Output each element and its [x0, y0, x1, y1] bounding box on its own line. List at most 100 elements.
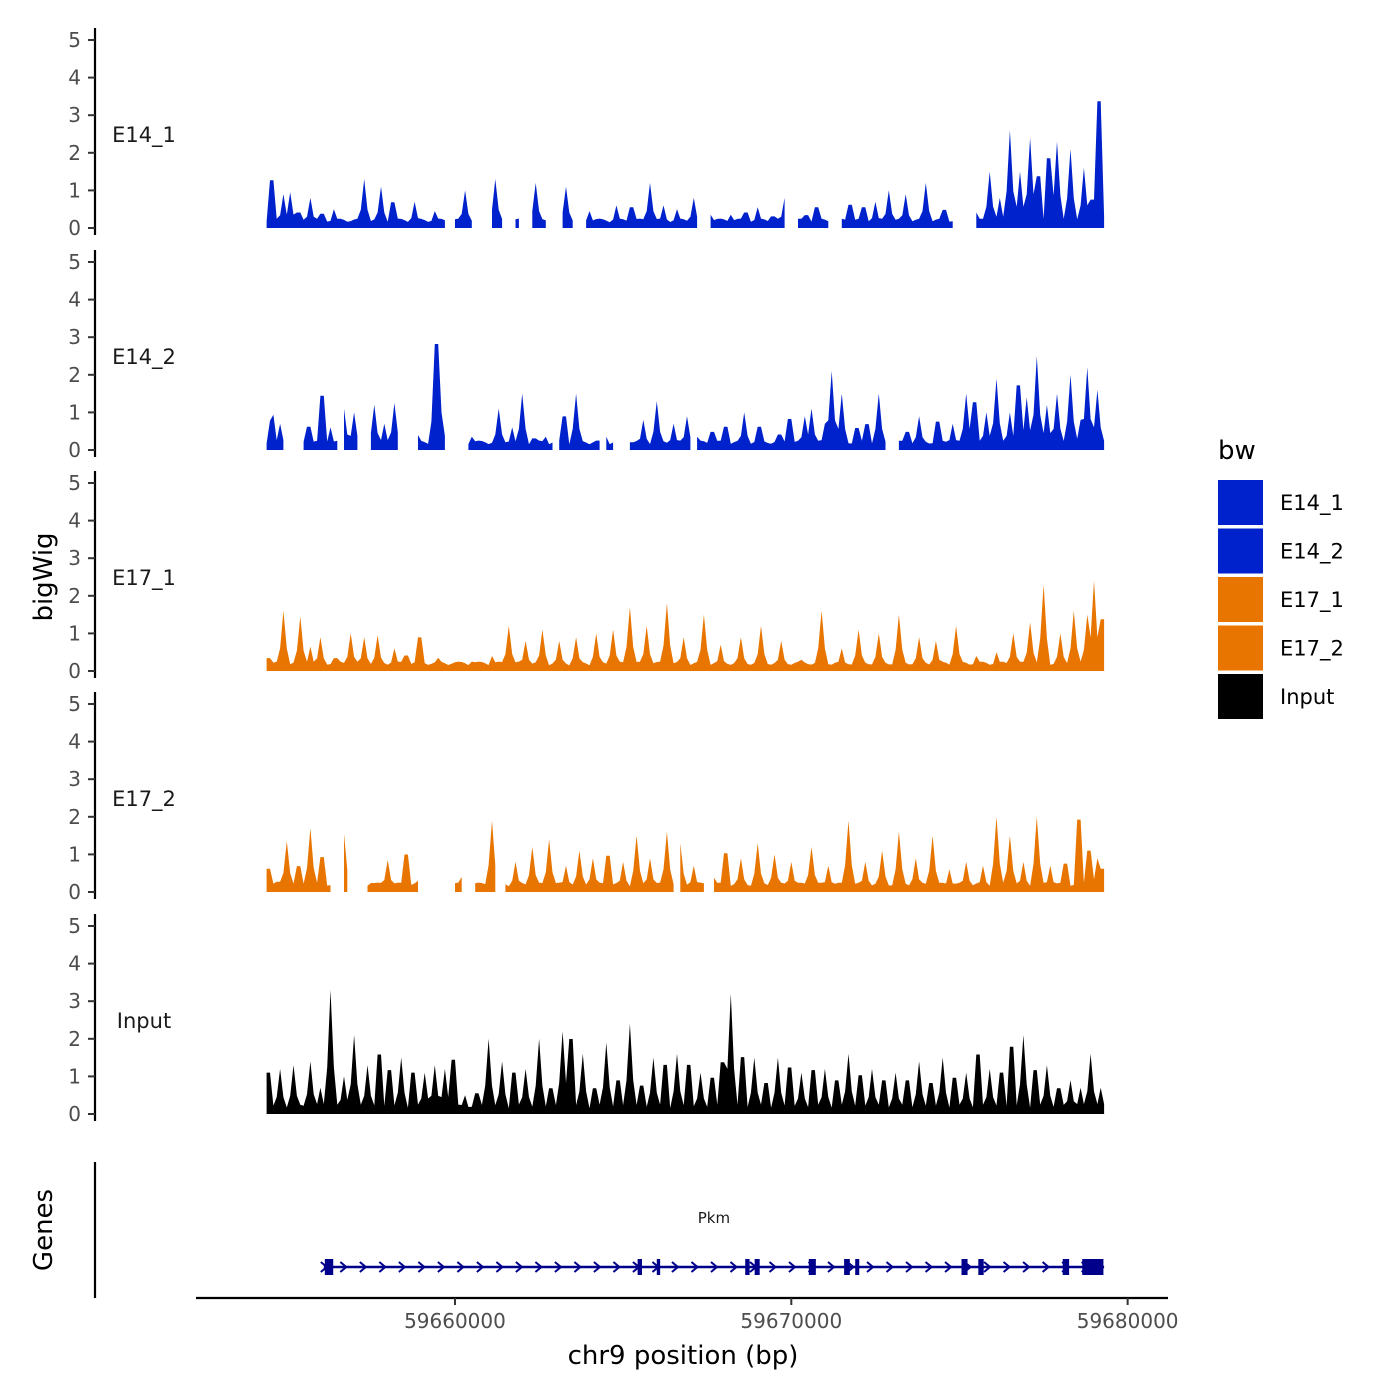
strand-arrow — [983, 1261, 992, 1273]
legend-label: E14_1 — [1280, 491, 1344, 516]
strand-arrow — [710, 1261, 719, 1273]
strand-arrow — [339, 1261, 348, 1273]
strand-arrow — [671, 1261, 680, 1273]
y-tick-label: 0 — [68, 438, 81, 462]
strand-arrow — [1002, 1261, 1012, 1273]
y-tick-label: 5 — [68, 914, 81, 938]
track-label: E17_2 — [112, 787, 176, 812]
y-tick-label: 0 — [68, 216, 81, 240]
strand-arrow — [359, 1261, 368, 1273]
y-tick-label: 4 — [68, 730, 81, 754]
coverage-area-input — [266, 989, 1105, 1114]
y-tick-label: 1 — [68, 178, 81, 202]
track-label: E14_1 — [112, 123, 176, 148]
strand-arrow — [788, 1261, 797, 1273]
legend-label: E14_2 — [1280, 540, 1344, 565]
y-tick-label: 5 — [68, 28, 81, 52]
y-tick-label: 4 — [68, 66, 81, 90]
track-label: E14_2 — [112, 345, 176, 370]
x-tick-label: 59680000 — [1077, 1309, 1179, 1333]
track-e14_2: 0 1 2 3 4 5 E14_2 — [68, 250, 1105, 462]
legend-swatch — [1218, 480, 1263, 525]
strand-arrow — [534, 1261, 543, 1273]
legend-title: bw — [1218, 436, 1256, 466]
y-tick-label: 3 — [68, 325, 81, 349]
strand-arrow — [573, 1261, 582, 1273]
legend-swatch — [1218, 528, 1263, 574]
gene-exon — [1082, 1259, 1104, 1275]
strand-arrow — [417, 1261, 426, 1273]
y-tick-label: 2 — [68, 584, 81, 608]
y-tick-label: 4 — [68, 952, 81, 976]
genes-panel: Pkm — [93, 1162, 1105, 1298]
strand-arrow — [1022, 1261, 1031, 1273]
gene-exon — [978, 1259, 984, 1275]
strand-arrow — [827, 1261, 836, 1273]
gene-label: Pkm — [698, 1209, 730, 1227]
strand-arrow — [456, 1261, 465, 1273]
strand-arrow — [378, 1261, 387, 1273]
y-tick-label: 3 — [68, 103, 81, 127]
y-tick-label: 0 — [68, 659, 81, 683]
y-axis-title: bigWig — [29, 532, 59, 621]
strand-arrow — [612, 1261, 621, 1273]
y-tick-label: 3 — [68, 989, 81, 1013]
strand-arrow — [768, 1261, 778, 1273]
strand-arrow — [1041, 1261, 1051, 1273]
y-tick-label: 5 — [68, 471, 81, 495]
track-e17_2: 0 1 2 3 4 5 E17_2 — [68, 692, 1105, 904]
x-axis-title: chr9 position (bp) — [568, 1341, 799, 1371]
strand-arrow — [924, 1261, 934, 1273]
strand-arrow — [729, 1261, 739, 1273]
gene-exon — [637, 1259, 642, 1275]
legend-label: E17_2 — [1280, 637, 1344, 662]
coverage-tracks: 0 1 2 3 4 5 E14_1 0 1 2 3 4 5 E14_2 0 1 2 3 4 5 E17_1 0 1 2 3 4 5 E… — [68, 28, 1105, 1126]
gene-exon — [754, 1259, 760, 1275]
y-tick-label: 2 — [68, 141, 81, 165]
strand-arrow — [944, 1261, 953, 1273]
gene-exon — [1062, 1259, 1070, 1275]
strand-arrow — [905, 1261, 914, 1273]
legend-swatch — [1218, 674, 1263, 719]
strand-arrow — [690, 1261, 700, 1273]
y-tick-label: 3 — [68, 767, 81, 791]
gene-exon — [808, 1259, 816, 1275]
gene-exon — [844, 1259, 850, 1275]
x-tick-label: 59670000 — [740, 1309, 842, 1333]
y-tick-label: 0 — [68, 1102, 81, 1126]
y-tick-label: 2 — [68, 1027, 81, 1051]
strand-arrow — [398, 1261, 407, 1273]
track-e14_1: 0 1 2 3 4 5 E14_1 — [68, 28, 1105, 240]
strand-arrow — [885, 1261, 895, 1273]
genes-axis-title: Genes — [29, 1189, 59, 1271]
coverage-area-e14_1 — [266, 101, 1105, 228]
coverage-area-e14_2 — [266, 344, 1105, 450]
legend-label: Input — [1280, 685, 1334, 709]
x-tick-label: 59660000 — [404, 1309, 506, 1333]
y-tick-label: 5 — [68, 692, 81, 716]
coverage-area-e17_1 — [266, 580, 1105, 671]
coverage-area-e17_2 — [266, 816, 1105, 892]
strand-arrow — [437, 1261, 446, 1273]
y-tick-label: 1 — [68, 400, 81, 424]
gene-exon — [745, 1259, 750, 1275]
gene-exon — [961, 1259, 968, 1275]
y-tick-label: 2 — [68, 805, 81, 829]
strand-arrow — [554, 1261, 563, 1273]
strand-arrow — [476, 1261, 485, 1273]
strand-arrow — [495, 1261, 504, 1273]
strand-arrow — [593, 1261, 602, 1273]
track-input: 0 1 2 3 4 5 Input — [68, 914, 1105, 1126]
x-axis: 59660000 59670000 59680000 — [196, 1296, 1179, 1333]
gene-exon — [324, 1259, 334, 1275]
y-tick-label: 5 — [68, 250, 81, 274]
legend: bw E14_1 E14_2 E17_1 E17_2 Input — [1218, 436, 1344, 719]
track-label: E17_1 — [112, 566, 176, 591]
y-tick-label: 3 — [68, 546, 81, 570]
y-tick-label: 4 — [68, 509, 81, 533]
legend-swatch — [1218, 625, 1263, 671]
track-label: Input — [117, 1009, 171, 1033]
track-e17_1: 0 1 2 3 4 5 E17_1 — [68, 471, 1105, 683]
legend-label: E17_1 — [1280, 588, 1344, 613]
